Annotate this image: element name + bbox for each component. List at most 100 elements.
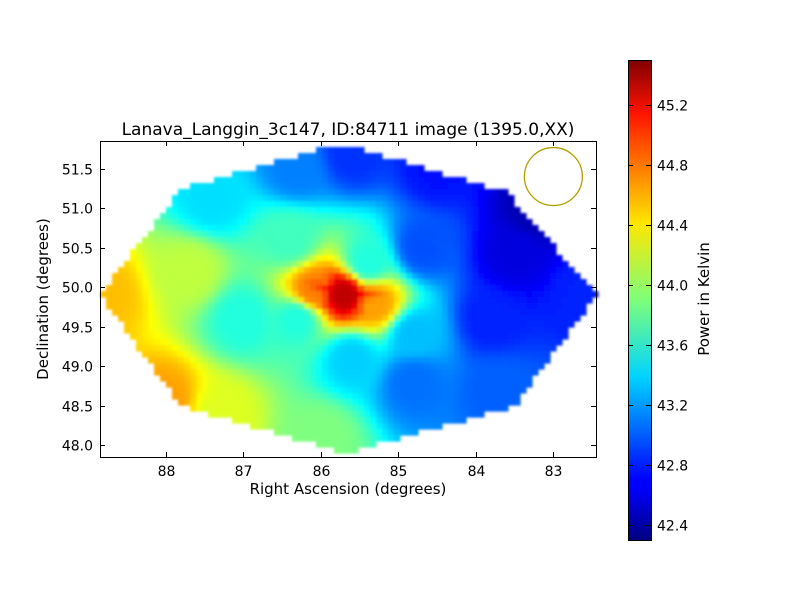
heatmap-cell <box>448 351 455 358</box>
heatmap-cell <box>226 177 233 184</box>
heatmap-cell <box>490 201 497 208</box>
heatmap-cell <box>250 405 257 412</box>
heatmap-cell <box>388 165 395 172</box>
heatmap-cell <box>298 411 305 418</box>
heatmap-cell <box>154 249 161 256</box>
heatmap-cell <box>160 225 167 232</box>
heatmap-cell <box>388 267 395 274</box>
heatmap-cell <box>388 273 395 280</box>
heatmap-cell <box>460 207 467 214</box>
heatmap-cell <box>220 249 227 256</box>
heatmap-cell <box>268 273 275 280</box>
heatmap-cell <box>202 351 209 358</box>
heatmap-cell <box>358 411 365 418</box>
heatmap-cell <box>346 363 353 370</box>
heatmap-cell <box>568 285 575 292</box>
heatmap-cell <box>448 225 455 232</box>
heatmap-cell <box>154 351 161 358</box>
heatmap-cell <box>400 423 407 430</box>
heatmap-cell <box>484 243 491 250</box>
heatmap-cell <box>376 369 383 376</box>
heatmap-cell <box>532 357 539 364</box>
heatmap-cell <box>310 207 317 214</box>
heatmap-cell <box>364 345 371 352</box>
heatmap-cell <box>442 195 449 202</box>
heatmap-cell <box>436 303 443 310</box>
heatmap-cell <box>514 267 521 274</box>
heatmap-cell <box>388 429 395 436</box>
heatmap-cell <box>466 321 473 328</box>
heatmap-cell <box>160 219 167 226</box>
heatmap-cell <box>298 429 305 436</box>
heatmap-cell <box>538 351 545 358</box>
heatmap-cell <box>196 273 203 280</box>
heatmap-cell <box>106 297 113 304</box>
heatmap-cell <box>238 315 245 322</box>
heatmap-cell <box>550 255 557 262</box>
heatmap-cell <box>478 303 485 310</box>
heatmap-cell <box>106 303 113 310</box>
heatmap-cell <box>238 267 245 274</box>
colorbar-tick-label: 44.0 <box>657 279 688 295</box>
heatmap-cell <box>298 195 305 202</box>
heatmap-cell <box>256 411 263 418</box>
heatmap-cell <box>352 219 359 226</box>
heatmap-cell <box>202 363 209 370</box>
heatmap-cell <box>214 285 221 292</box>
heatmap-cell <box>256 423 263 430</box>
heatmap-cell <box>268 219 275 226</box>
heatmap-cell <box>394 345 401 352</box>
heatmap-cell <box>532 309 539 316</box>
heatmap-cell <box>124 327 131 334</box>
heatmap-cell <box>454 327 461 334</box>
heatmap-cell <box>508 285 515 292</box>
heatmap-cell <box>124 309 131 316</box>
heatmap-cell <box>430 255 437 262</box>
heatmap-cell <box>268 381 275 388</box>
heatmap-cell <box>448 375 455 382</box>
heatmap-cell <box>232 219 239 226</box>
heatmap-cell <box>406 207 413 214</box>
heatmap-cell <box>196 381 203 388</box>
heatmap-cell <box>436 213 443 220</box>
heatmap-cell <box>190 255 197 262</box>
heatmap-cell <box>538 255 545 262</box>
heatmap-cell <box>262 345 269 352</box>
heatmap-cell <box>388 315 395 322</box>
heatmap-cell <box>196 219 203 226</box>
heatmap-cell <box>364 189 371 196</box>
heatmap-cell <box>454 177 461 184</box>
heatmap-cell <box>286 309 293 316</box>
heatmap-cell <box>316 405 323 412</box>
heatmap-cell <box>400 165 407 172</box>
heatmap-cell <box>562 315 569 322</box>
heatmap-cell <box>538 309 545 316</box>
heatmap-cell <box>352 369 359 376</box>
heatmap-cell <box>400 363 407 370</box>
heatmap-cell <box>262 171 269 178</box>
heatmap-cell <box>232 333 239 340</box>
heatmap-cell <box>418 333 425 340</box>
heatmap-cell <box>376 291 383 298</box>
heatmap-cell <box>274 291 281 298</box>
heatmap-cell <box>316 441 323 448</box>
heatmap-cell <box>136 327 143 334</box>
heatmap-cell <box>232 411 239 418</box>
heatmap-cell <box>442 219 449 226</box>
heatmap-cell <box>442 273 449 280</box>
heatmap-cell <box>370 321 377 328</box>
heatmap-cell <box>352 423 359 430</box>
heatmap-cell <box>412 309 419 316</box>
heatmap-cell <box>466 195 473 202</box>
heatmap-cell <box>448 189 455 196</box>
heatmap-cell <box>430 297 437 304</box>
heatmap-cell <box>430 267 437 274</box>
heatmap-cell <box>316 255 323 262</box>
heatmap-cell <box>442 321 449 328</box>
heatmap-cell <box>142 351 149 358</box>
heatmap-cell <box>328 219 335 226</box>
heatmap-cell <box>160 363 167 370</box>
heatmap-cell <box>166 273 173 280</box>
heatmap-cell <box>310 399 317 406</box>
heatmap-cell <box>532 225 539 232</box>
